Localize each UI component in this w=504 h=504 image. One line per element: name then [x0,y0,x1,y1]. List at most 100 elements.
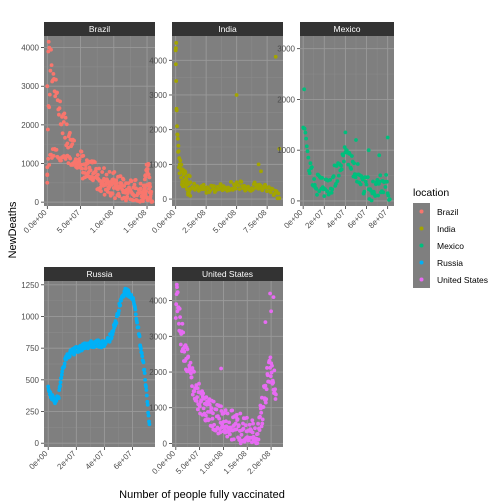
facet-strip [44,267,155,281]
data-point [320,176,324,180]
data-point [174,62,178,67]
data-point [234,412,239,417]
data-point [259,169,263,174]
data-point [305,149,310,154]
data-point [83,163,88,168]
x-axis-title: Number of people fully vaccinated [119,489,285,501]
data-point [229,180,233,184]
data-point [220,422,225,427]
data-point [179,175,184,180]
data-point [144,174,148,179]
data-point [260,395,264,400]
data-point [268,355,273,360]
x-tick-label: 2e+07 [303,208,326,231]
legend-item-india: India [413,220,456,237]
data-points [46,286,152,427]
x-tick-label: 1.5e+08 [121,208,148,235]
data-point [93,169,98,174]
data-point [302,87,307,92]
y-tick-label: 250 [26,408,40,417]
data-point [174,282,179,287]
data-point [228,432,232,437]
data-point [350,154,354,158]
data-point [184,175,189,180]
data-point [45,84,50,89]
data-point [264,387,269,392]
data-point [110,191,115,196]
data-point [180,321,185,326]
data-point [239,180,244,184]
data-point [99,189,103,194]
x-tick-label: 6e+07 [112,449,135,472]
data-point [369,198,374,203]
data-point [131,297,136,301]
data-point [62,111,67,116]
data-point [255,432,260,436]
data-point [263,383,268,388]
data-point [144,393,149,398]
data-point [270,363,274,368]
data-point [225,434,230,439]
y-tick-label: 1000 [277,146,295,155]
data-point [204,395,209,399]
data-point [336,173,341,178]
data-point [92,345,97,349]
data-point [177,321,181,326]
data-point [133,312,138,317]
data-point [194,399,199,403]
data-point [63,135,67,140]
data-point [143,378,148,382]
facet-strip-label: Brazil [89,24,110,34]
data-point [312,177,316,181]
data-point [352,161,356,166]
data-point [267,185,271,190]
data-point [277,146,282,151]
data-point [183,170,188,175]
data-point [349,167,354,171]
data-point [259,424,264,429]
data-point [175,133,180,137]
data-point [212,184,216,189]
data-point [178,158,183,163]
data-point [334,182,338,186]
data-point [239,432,244,437]
data-point [47,45,52,50]
data-point [251,421,256,426]
data-point [307,171,312,176]
data-point [150,199,155,204]
data-point [276,191,281,196]
data-point [60,131,65,136]
data-point [144,388,149,392]
data-point [197,404,202,409]
data-point [147,422,152,427]
data-point [142,187,147,192]
data-point [386,193,391,198]
y-tick-label: 3000 [149,332,167,341]
data-point [102,166,106,171]
y-tick-label: 1000 [149,160,167,169]
data-point [70,142,75,147]
data-point [218,430,223,435]
data-point [273,397,278,401]
data-point [188,194,193,198]
data-point [265,189,269,194]
facet-united-states: United States 0 1000 2000 3000 4000 0.0e+005.0… [149,267,283,476]
data-point [341,153,346,158]
legend: location Brazil India Mexico Russia United S… [413,187,488,288]
data-point [354,138,358,142]
data-point [125,191,130,196]
data-point [376,193,380,198]
data-point [175,309,180,314]
data-point [98,185,103,190]
data-point [46,127,50,132]
data-point [245,415,249,420]
x-tick-label: 0e+00 [282,208,305,231]
data-point [58,380,63,385]
data-point [146,162,151,166]
data-point [304,144,309,149]
data-point [129,179,134,184]
legend-item-united-states: United States [413,271,488,288]
data-point [90,177,94,182]
data-point [186,354,191,359]
data-point [269,370,274,375]
